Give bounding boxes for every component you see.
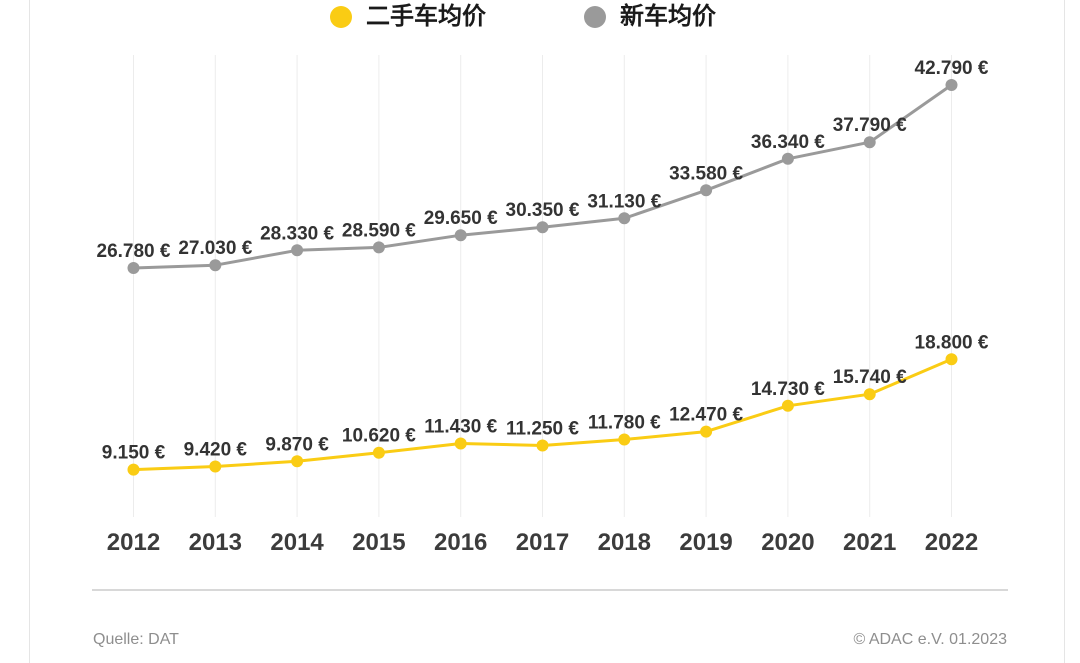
data-point (209, 259, 222, 272)
data-point (781, 399, 794, 412)
data-point (945, 353, 958, 366)
data-point-label: 27.030 € (178, 238, 252, 259)
data-point (209, 460, 222, 473)
data-point (536, 439, 549, 452)
x-axis-label-2021: 2021 (843, 529, 896, 556)
data-point-label: 11.430 € (424, 417, 497, 438)
data-point-label: 14.730 € (751, 379, 825, 400)
data-point (291, 455, 304, 468)
x-axis-label-2022: 2022 (925, 529, 978, 556)
data-point (454, 437, 467, 450)
data-point-label: 10.620 € (342, 426, 416, 447)
data-point (700, 184, 713, 197)
data-point-label: 15.740 € (833, 367, 907, 388)
data-point-label: 28.590 € (342, 220, 416, 241)
data-point (127, 262, 140, 274)
data-point-label: 37.790 € (833, 115, 907, 136)
data-point-label: 12.470 € (669, 405, 743, 426)
data-point (863, 388, 876, 401)
data-point-label: 36.340 € (751, 132, 825, 153)
data-point (536, 221, 549, 234)
data-point (454, 229, 467, 242)
x-axis-label-2018: 2018 (598, 529, 651, 556)
x-axis-label-2020: 2020 (761, 529, 814, 556)
data-point-label: 9.150 € (102, 443, 166, 464)
data-point (618, 212, 631, 225)
data-point-label: 26.780 € (97, 241, 171, 262)
data-point-label: 30.350 € (506, 200, 580, 221)
data-point-label: 28.330 € (260, 223, 334, 244)
legend-label-used-car: 二手车均价 (366, 3, 486, 30)
chart-legend: 二手车均价 新车均价 (330, 5, 716, 29)
data-point-label: 11.780 € (588, 413, 661, 434)
used-car-dot-icon (330, 6, 352, 28)
data-point (618, 433, 631, 446)
source-label: Quelle: DAT (93, 631, 179, 648)
footer-divider (92, 589, 1008, 591)
legend-label-new-car: 新车均价 (620, 3, 716, 30)
data-point-label: 42.790 € (915, 58, 989, 79)
x-axis-label-2016: 2016 (434, 529, 487, 556)
page-right-border (1064, 0, 1065, 663)
page-left-border (29, 0, 30, 663)
price-chart: 9.150 € 9.420 € 9.870 € 10.620 € 11.430 € 11.… (97, 55, 989, 556)
x-axis-label-2017: 2017 (516, 529, 569, 556)
data-point-label: 33.580 € (669, 163, 743, 184)
data-point-label: 9.420 € (184, 440, 248, 461)
data-point (372, 241, 385, 254)
data-point-label: 18.800 € (915, 332, 989, 353)
x-axis-label-2013: 2013 (189, 529, 242, 556)
x-axis-label-2012: 2012 (107, 529, 160, 556)
x-axis-label-2019: 2019 (679, 529, 732, 556)
data-point (372, 446, 385, 459)
x-axis-label-2014: 2014 (270, 529, 324, 556)
data-point (291, 244, 304, 257)
data-point-label: 9.870 € (265, 434, 329, 455)
new-car-dot-icon (584, 6, 606, 28)
data-point (127, 463, 140, 476)
x-axis-label-2015: 2015 (352, 529, 405, 556)
data-point-label: 11.250 € (506, 419, 579, 440)
data-point (700, 425, 713, 438)
data-point (863, 136, 876, 149)
data-point-label: 31.130 € (587, 191, 661, 212)
data-point-label: 29.650 € (424, 208, 498, 229)
legend-item-used-car: 二手车均价 (330, 5, 486, 29)
data-point (781, 152, 794, 165)
legend-item-new-car: 新车均价 (584, 5, 716, 29)
data-point (945, 79, 958, 91)
copyright-label: © ADAC e.V. 01.2023 (853, 631, 1007, 648)
